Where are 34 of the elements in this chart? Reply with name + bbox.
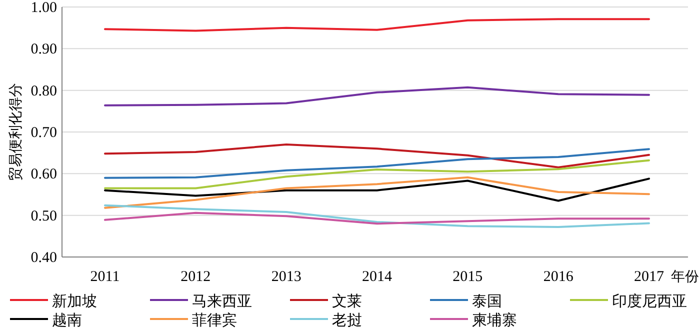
y-tick-label: 0.60 [30, 166, 57, 183]
legend-label: 老挝 [332, 311, 362, 329]
x-axis-title: 年份 [671, 269, 699, 285]
y-tick-label: 1.00 [30, 0, 57, 16]
line-series [104, 144, 650, 168]
legend-label: 文莱 [332, 292, 362, 310]
x-tick-label: 2011 [90, 269, 120, 285]
y-tick-label: 0.40 [30, 250, 57, 266]
x-tick-label: 2017 [634, 269, 664, 285]
legend-label: 柬埔寨 [472, 311, 517, 329]
y-axis-title: 贸易便利化得分 [8, 83, 24, 181]
x-tick-label: 2013 [271, 269, 302, 285]
line-series [104, 18, 650, 32]
x-tick-label: 2012 [180, 269, 211, 285]
line-series [104, 159, 650, 190]
legend-label: 新加坡 [52, 292, 97, 310]
x-tick-label: 2015 [452, 269, 483, 285]
y-tick-label: 0.90 [30, 42, 57, 58]
line-series [104, 86, 650, 106]
legend-label: 菲律宾 [192, 311, 237, 329]
line-series [104, 204, 650, 228]
x-tick-label: 2016 [543, 269, 574, 285]
legend-label: 泰国 [472, 292, 502, 310]
line-series [104, 176, 650, 209]
y-tick-label: 0.70 [30, 125, 57, 141]
legend-label: 越南 [52, 311, 82, 329]
line-series [104, 148, 650, 179]
line-series [104, 212, 650, 225]
legend-label: 马来西亚 [192, 292, 252, 310]
line-series [104, 178, 650, 202]
legend-label: 印度尼西亚 [612, 292, 687, 310]
y-tick-label: 0.50 [30, 208, 57, 224]
y-tick-label: 0.80 [30, 83, 57, 100]
x-tick-label: 2014 [362, 269, 392, 285]
